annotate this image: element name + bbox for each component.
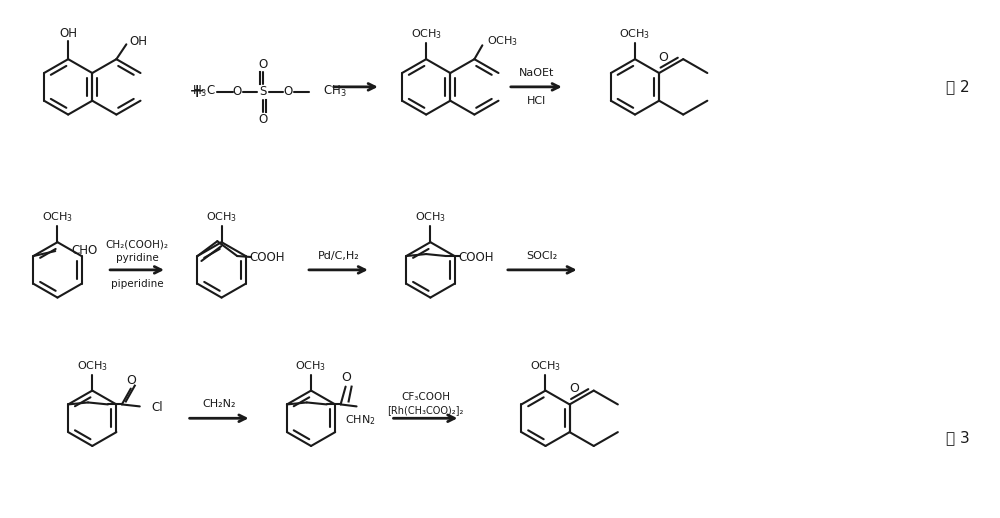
Text: $\mathregular{OCH_3}$: $\mathregular{OCH_3}$: [415, 210, 446, 224]
Text: $\mathregular{H_3C}$: $\mathregular{H_3C}$: [192, 84, 217, 99]
Text: $\mathregular{OCH_3}$: $\mathregular{OCH_3}$: [530, 359, 561, 373]
Text: NaOEt: NaOEt: [519, 68, 554, 78]
Text: O: O: [658, 51, 668, 64]
Text: O: O: [284, 85, 293, 98]
Text: [Rh(CH₃COO)₂]₂: [Rh(CH₃COO)₂]₂: [387, 406, 464, 415]
Text: O: O: [342, 371, 352, 384]
Text: HCl: HCl: [527, 96, 546, 106]
Text: $\mathregular{OCH_3}$: $\mathregular{OCH_3}$: [42, 210, 73, 224]
Text: CHO: CHO: [71, 243, 97, 256]
Text: OH: OH: [129, 35, 147, 48]
Text: CF₃COOH: CF₃COOH: [401, 392, 450, 401]
Text: Pd/C,H₂: Pd/C,H₂: [318, 251, 359, 261]
Text: O: O: [569, 382, 579, 395]
Text: O: O: [233, 85, 242, 98]
Text: $\mathregular{OCH_3}$: $\mathregular{OCH_3}$: [411, 27, 442, 41]
Text: COOH: COOH: [249, 251, 285, 264]
Text: CH₂N₂: CH₂N₂: [202, 399, 236, 409]
Text: $\mathregular{OCH_3}$: $\mathregular{OCH_3}$: [487, 35, 518, 48]
Text: Cl: Cl: [152, 401, 163, 414]
Text: O: O: [259, 57, 268, 70]
Text: CH₂(COOH)₂: CH₂(COOH)₂: [106, 239, 169, 249]
Text: piperidine: piperidine: [111, 279, 163, 289]
Text: $\mathregular{CHN_2}$: $\mathregular{CHN_2}$: [345, 413, 376, 427]
Text: $\mathregular{OCH_3}$: $\mathregular{OCH_3}$: [295, 359, 327, 373]
Text: $\mathregular{OCH_3}$: $\mathregular{OCH_3}$: [77, 359, 108, 373]
Text: OH: OH: [59, 27, 77, 40]
Text: +: +: [188, 82, 205, 102]
Text: S: S: [260, 85, 267, 98]
Text: $\mathregular{OCH_3}$: $\mathregular{OCH_3}$: [206, 210, 237, 224]
Text: 式 3: 式 3: [946, 430, 969, 445]
Text: COOH: COOH: [458, 251, 494, 264]
Text: $\mathregular{CH_3}$: $\mathregular{CH_3}$: [323, 84, 347, 99]
Text: pyridine: pyridine: [116, 253, 158, 263]
Text: 式 2: 式 2: [946, 79, 969, 94]
Text: O: O: [126, 374, 136, 387]
Text: $\mathregular{OCH_3}$: $\mathregular{OCH_3}$: [619, 27, 651, 41]
Text: O: O: [259, 113, 268, 126]
Text: SOCl₂: SOCl₂: [527, 251, 558, 261]
